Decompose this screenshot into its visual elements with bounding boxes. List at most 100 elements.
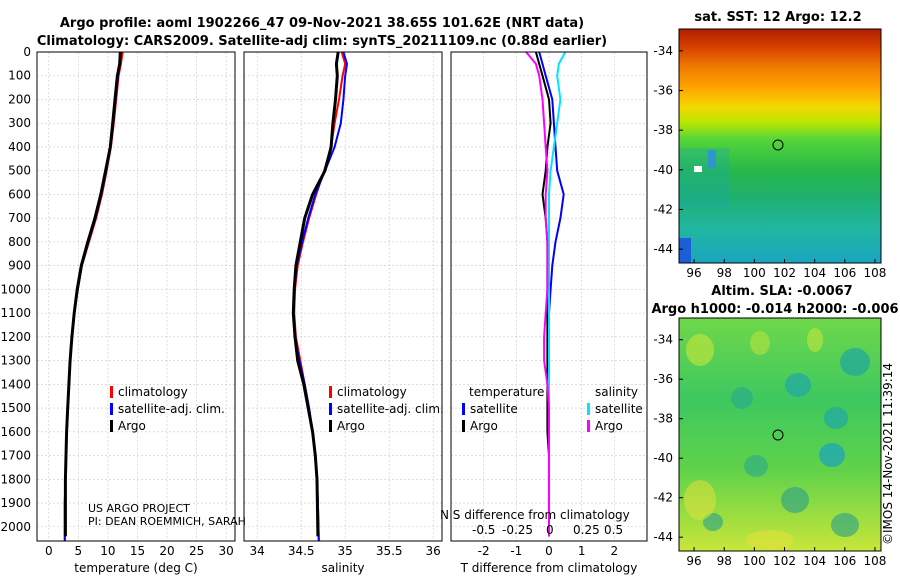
sla-high	[684, 480, 716, 520]
credits-pi: PI: DEAN ROEMMICH, SARAH	[88, 515, 246, 528]
series-line-salinity-satellite	[548, 51, 567, 537]
lon-tick-label: 100	[743, 554, 766, 568]
lat-tick-label: -42	[653, 202, 673, 216]
x-tick-label: 34	[250, 544, 265, 558]
legend-argo-swatch	[110, 420, 113, 432]
lat-tick-label: -38	[653, 123, 673, 137]
x-tick-label: -2	[478, 544, 490, 558]
x-tick-label: 35	[338, 544, 353, 558]
x-tick-label: 15	[130, 544, 145, 558]
sla-eddy	[824, 407, 848, 429]
pressure-tick-label: 1000	[0, 282, 31, 296]
difference-series	[525, 51, 567, 537]
lat-tick-label: -34	[653, 333, 673, 347]
x-tick-label: 20	[159, 544, 174, 558]
temperature-tick-labels: 0 5 10 15 20 25 30	[45, 544, 234, 558]
sst-lon-tick-labels: 96 98 100 102 104 106 108	[686, 259, 886, 280]
pressure-tick-label: 1300	[0, 354, 31, 368]
pressure-tick-label: 1600	[0, 425, 31, 439]
legend-salinity-title: salinity	[595, 385, 638, 399]
sla-eddies	[684, 328, 870, 550]
lat-tick-label: -42	[653, 491, 673, 505]
pressure-tick-label: 1100	[0, 306, 31, 320]
legend-argo-label: Argo	[337, 419, 365, 433]
sst-map-frame	[678, 28, 882, 264]
sla-eddy	[781, 487, 809, 513]
legend-satellite-swatch	[110, 403, 113, 415]
difference-xlabel: T difference from climatology	[460, 561, 638, 575]
sla-eddy	[744, 455, 768, 477]
pressure-tick-label: 1700	[0, 449, 31, 463]
legend-climatology-label: climatology	[337, 385, 407, 399]
pressure-tick-label: 1800	[0, 472, 31, 486]
legend-s-satellite-swatch	[587, 403, 590, 415]
pressure-tick-labels: 0 100 200 300 400 500 600 700 800 900 1000 1100 1200…	[0, 45, 31, 534]
pressure-tick-label: 600	[8, 187, 31, 201]
x-tick-label: 10	[100, 544, 115, 558]
legend-satellite-swatch	[329, 403, 332, 415]
legend-s-argo-swatch	[587, 420, 590, 432]
lat-tick-label: -36	[653, 83, 673, 97]
sla-map-frame	[678, 317, 882, 552]
legend-satellite-label: satellite-adj. clim.	[118, 402, 225, 416]
pressure-tick-label: 2000	[0, 520, 31, 534]
legend-s-argo-label: Argo	[595, 419, 623, 433]
temperature-xlabel: temperature (deg C)	[74, 561, 197, 575]
figure-title-line1: Argo profile: aoml 1902266_47 09-Nov-202…	[60, 16, 584, 31]
pressure-tick-label: 1900	[0, 496, 31, 510]
sla-high	[750, 331, 770, 355]
temperature-grid	[37, 51, 235, 541]
argo-location-marker	[772, 429, 784, 441]
legend-climatology-label: climatology	[118, 385, 188, 399]
sla-high	[746, 530, 794, 550]
pressure-tick-label: 1200	[0, 330, 31, 344]
legend-argo-swatch	[329, 420, 332, 432]
legend-t-argo-swatch	[462, 420, 465, 432]
x-tick-label: 30	[218, 544, 233, 558]
salinity-axes-frame	[243, 51, 443, 542]
sla-eddy	[819, 443, 845, 467]
sla-high	[807, 328, 823, 352]
lon-tick-label: 106	[833, 266, 856, 280]
temperature-series	[63, 51, 124, 541]
sst-map-title: sat. SST: 12 Argo: 12.2	[694, 10, 861, 25]
argo-location-marker	[772, 139, 784, 151]
sla-map-title-1: Altim. SLA: -0.0067	[711, 284, 852, 299]
sst-cool-patch	[679, 148, 729, 208]
salinity-grid	[244, 51, 442, 541]
difference-panel: -2 -1 0 1 2 T difference from climatology N …	[440, 51, 648, 575]
salinity-panel: 34 34.5 35 35.5 36 salinity climatology sate…	[243, 51, 444, 575]
legend-argo-label: Argo	[118, 419, 146, 433]
lon-tick-label: 96	[686, 266, 701, 280]
series-line-climatology	[63, 51, 124, 541]
pressure-tick-label: 100	[8, 69, 31, 83]
pressure-tick-label: 0	[23, 45, 31, 59]
legend-t-satellite-label: satellite	[470, 402, 518, 416]
s-diff-tick-label: -0.5	[472, 523, 495, 537]
pressure-tick-label: 400	[8, 140, 31, 154]
pressure-tick-label: 900	[8, 259, 31, 273]
series-line-salinity-argo	[525, 51, 550, 537]
legend-t-argo-label: Argo	[470, 419, 498, 433]
pressure-tick-label: 500	[8, 164, 31, 178]
pressure-tick-label: 200	[8, 92, 31, 106]
difference-tick-labels: -2 -1 0 1 2	[478, 544, 618, 558]
legend-temperature-title: temperature	[469, 385, 544, 399]
lon-tick-label: 104	[803, 554, 826, 568]
difference-axes-frame	[450, 51, 648, 542]
salinity-series	[291, 51, 348, 542]
x-tick-label: 36	[426, 544, 441, 558]
sst-map-panel: sat. SST: 12 Argo: 12.2 96 98 100 102 104 106…	[653, 10, 886, 280]
series-line-argo	[291, 51, 340, 537]
salinity-difference-label: N S difference from climatology	[440, 508, 630, 522]
legend-s-satellite-label: satellite	[595, 402, 643, 416]
s-diff-tick-label: 0.5	[604, 523, 623, 537]
x-tick-label: -1	[510, 544, 522, 558]
lon-tick-label: 98	[717, 554, 732, 568]
temperature-legend: climatology satellite-adj. clim. Argo	[110, 385, 225, 433]
series-line-temperature-satellite	[538, 51, 565, 537]
sst-blue-patch	[679, 238, 691, 263]
s-diff-tick-label: 0	[546, 523, 554, 537]
difference-legend: temperature satellite Argo salinity sate…	[462, 385, 643, 433]
